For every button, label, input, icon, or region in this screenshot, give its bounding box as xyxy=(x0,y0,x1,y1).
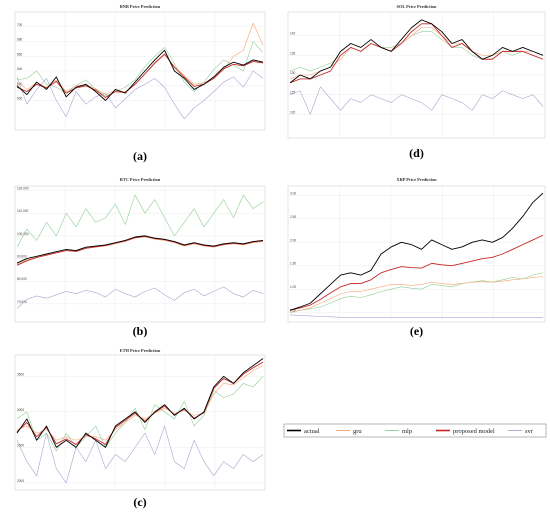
xrp-ytick-label: 1.00 xyxy=(290,285,296,289)
btc-chart: 70,000 80,000 90,000 100,000 110,000 120,000 B… xyxy=(14,177,266,338)
xrp-chart: 0.50 1.00 1.50 2.00 2.50 3.00 XRP Price Predic… xyxy=(287,177,546,338)
bnb-ytick-label: 660 xyxy=(17,52,23,56)
eth-panel-label: (c) xyxy=(133,495,146,509)
sol-series-gru xyxy=(289,27,544,80)
eth-chart-title: ETH Price Prediction xyxy=(120,348,161,353)
xrp-series-mlp xyxy=(289,272,544,313)
xrp-chart-title: XRP Price Prediction xyxy=(396,177,437,182)
btc-series-svr xyxy=(16,286,264,309)
btc-ytick-label: 90,000 xyxy=(17,255,27,259)
xrp-series-gru xyxy=(289,276,544,313)
eth-series-actual xyxy=(16,358,264,448)
btc-ytick-label: 70,000 xyxy=(17,300,27,304)
eth-ytick-label: 2500 xyxy=(17,443,24,447)
sol-ytick-label: 125 xyxy=(290,91,296,95)
bnb-series-mlp xyxy=(16,41,264,97)
eth-series-svr xyxy=(16,425,264,484)
xrp-ytick-label: 3.00 xyxy=(290,191,296,195)
xrp-ytick-label: 2.50 xyxy=(290,215,296,219)
sol-ytick-label: 135 xyxy=(290,51,296,55)
bnb-chart-title: BNB Price Prediction xyxy=(120,4,161,9)
legend-label-gru: gru xyxy=(353,428,362,435)
eth-ytick-label: 3000 xyxy=(17,408,24,412)
bnb-ytick-label: 640 xyxy=(17,67,23,71)
bnb-ytick-label: 700 xyxy=(17,23,23,27)
xrp-series-actual xyxy=(289,192,544,311)
sol-series-actual xyxy=(289,19,544,84)
sol-series-proposed-model xyxy=(289,23,544,84)
legend-label-proposed-model: proposed model xyxy=(453,428,495,435)
sol-panel-label: (d) xyxy=(409,146,424,160)
bnb-ytick-label: 680 xyxy=(17,38,23,42)
bnb-panel-label: (a) xyxy=(133,149,147,163)
bnb-series-svr xyxy=(16,70,264,120)
btc-series-mlp xyxy=(16,194,264,248)
btc-ytick-label: 120,000 xyxy=(17,187,29,191)
sol-ytick-label: 140 xyxy=(290,32,296,36)
btc-chart-title: BTC Price Prediction xyxy=(120,177,161,182)
xrp-plot-area xyxy=(287,185,546,323)
sol-series-svr xyxy=(289,86,544,115)
legend-label-svr: svr xyxy=(525,428,534,435)
sol-ytick-label: 120 xyxy=(290,110,296,114)
btc-ytick-label: 100,000 xyxy=(17,232,29,236)
legend-box xyxy=(283,423,547,438)
eth-chart: 2000 2500 3000 3500 ETH Price Prediction (c) xyxy=(14,348,266,509)
legend: actual gru mlp proposed model svr xyxy=(283,423,547,438)
sol-chart: 120 125 130 135 140 SOL Price Prediction (d) xyxy=(287,4,546,160)
legend-label-actual: actual xyxy=(304,428,320,435)
xrp-ytick-label: 0.50 xyxy=(290,309,296,313)
sol-ytick-label: 130 xyxy=(290,71,296,75)
bnb-ytick-label: 600 xyxy=(17,97,23,101)
eth-plot-area xyxy=(14,354,266,491)
btc-ytick-label: 110,000 xyxy=(17,209,29,213)
xrp-panel-label: (e) xyxy=(410,324,423,338)
btc-ytick-label: 80,000 xyxy=(17,277,27,281)
xrp-ytick-label: 2.00 xyxy=(290,238,296,242)
btc-series-actual xyxy=(16,235,264,264)
xrp-series-svr xyxy=(289,314,543,318)
xrp-ytick-label: 1.50 xyxy=(290,262,296,266)
sol-chart-title: SOL Price Prediction xyxy=(397,4,437,9)
eth-ytick-label: 3500 xyxy=(17,372,24,376)
bnb-series-actual xyxy=(16,49,264,101)
eth-series-mlp xyxy=(16,376,264,452)
btc-plot-area xyxy=(14,185,266,323)
xrp-series-proposed-model xyxy=(289,234,544,311)
btc-panel-label: (b) xyxy=(133,324,148,338)
eth-ytick-label: 2000 xyxy=(17,479,24,483)
legend-label-mlp: mlp xyxy=(402,428,412,435)
bnb-series-proposed-model xyxy=(16,53,264,99)
